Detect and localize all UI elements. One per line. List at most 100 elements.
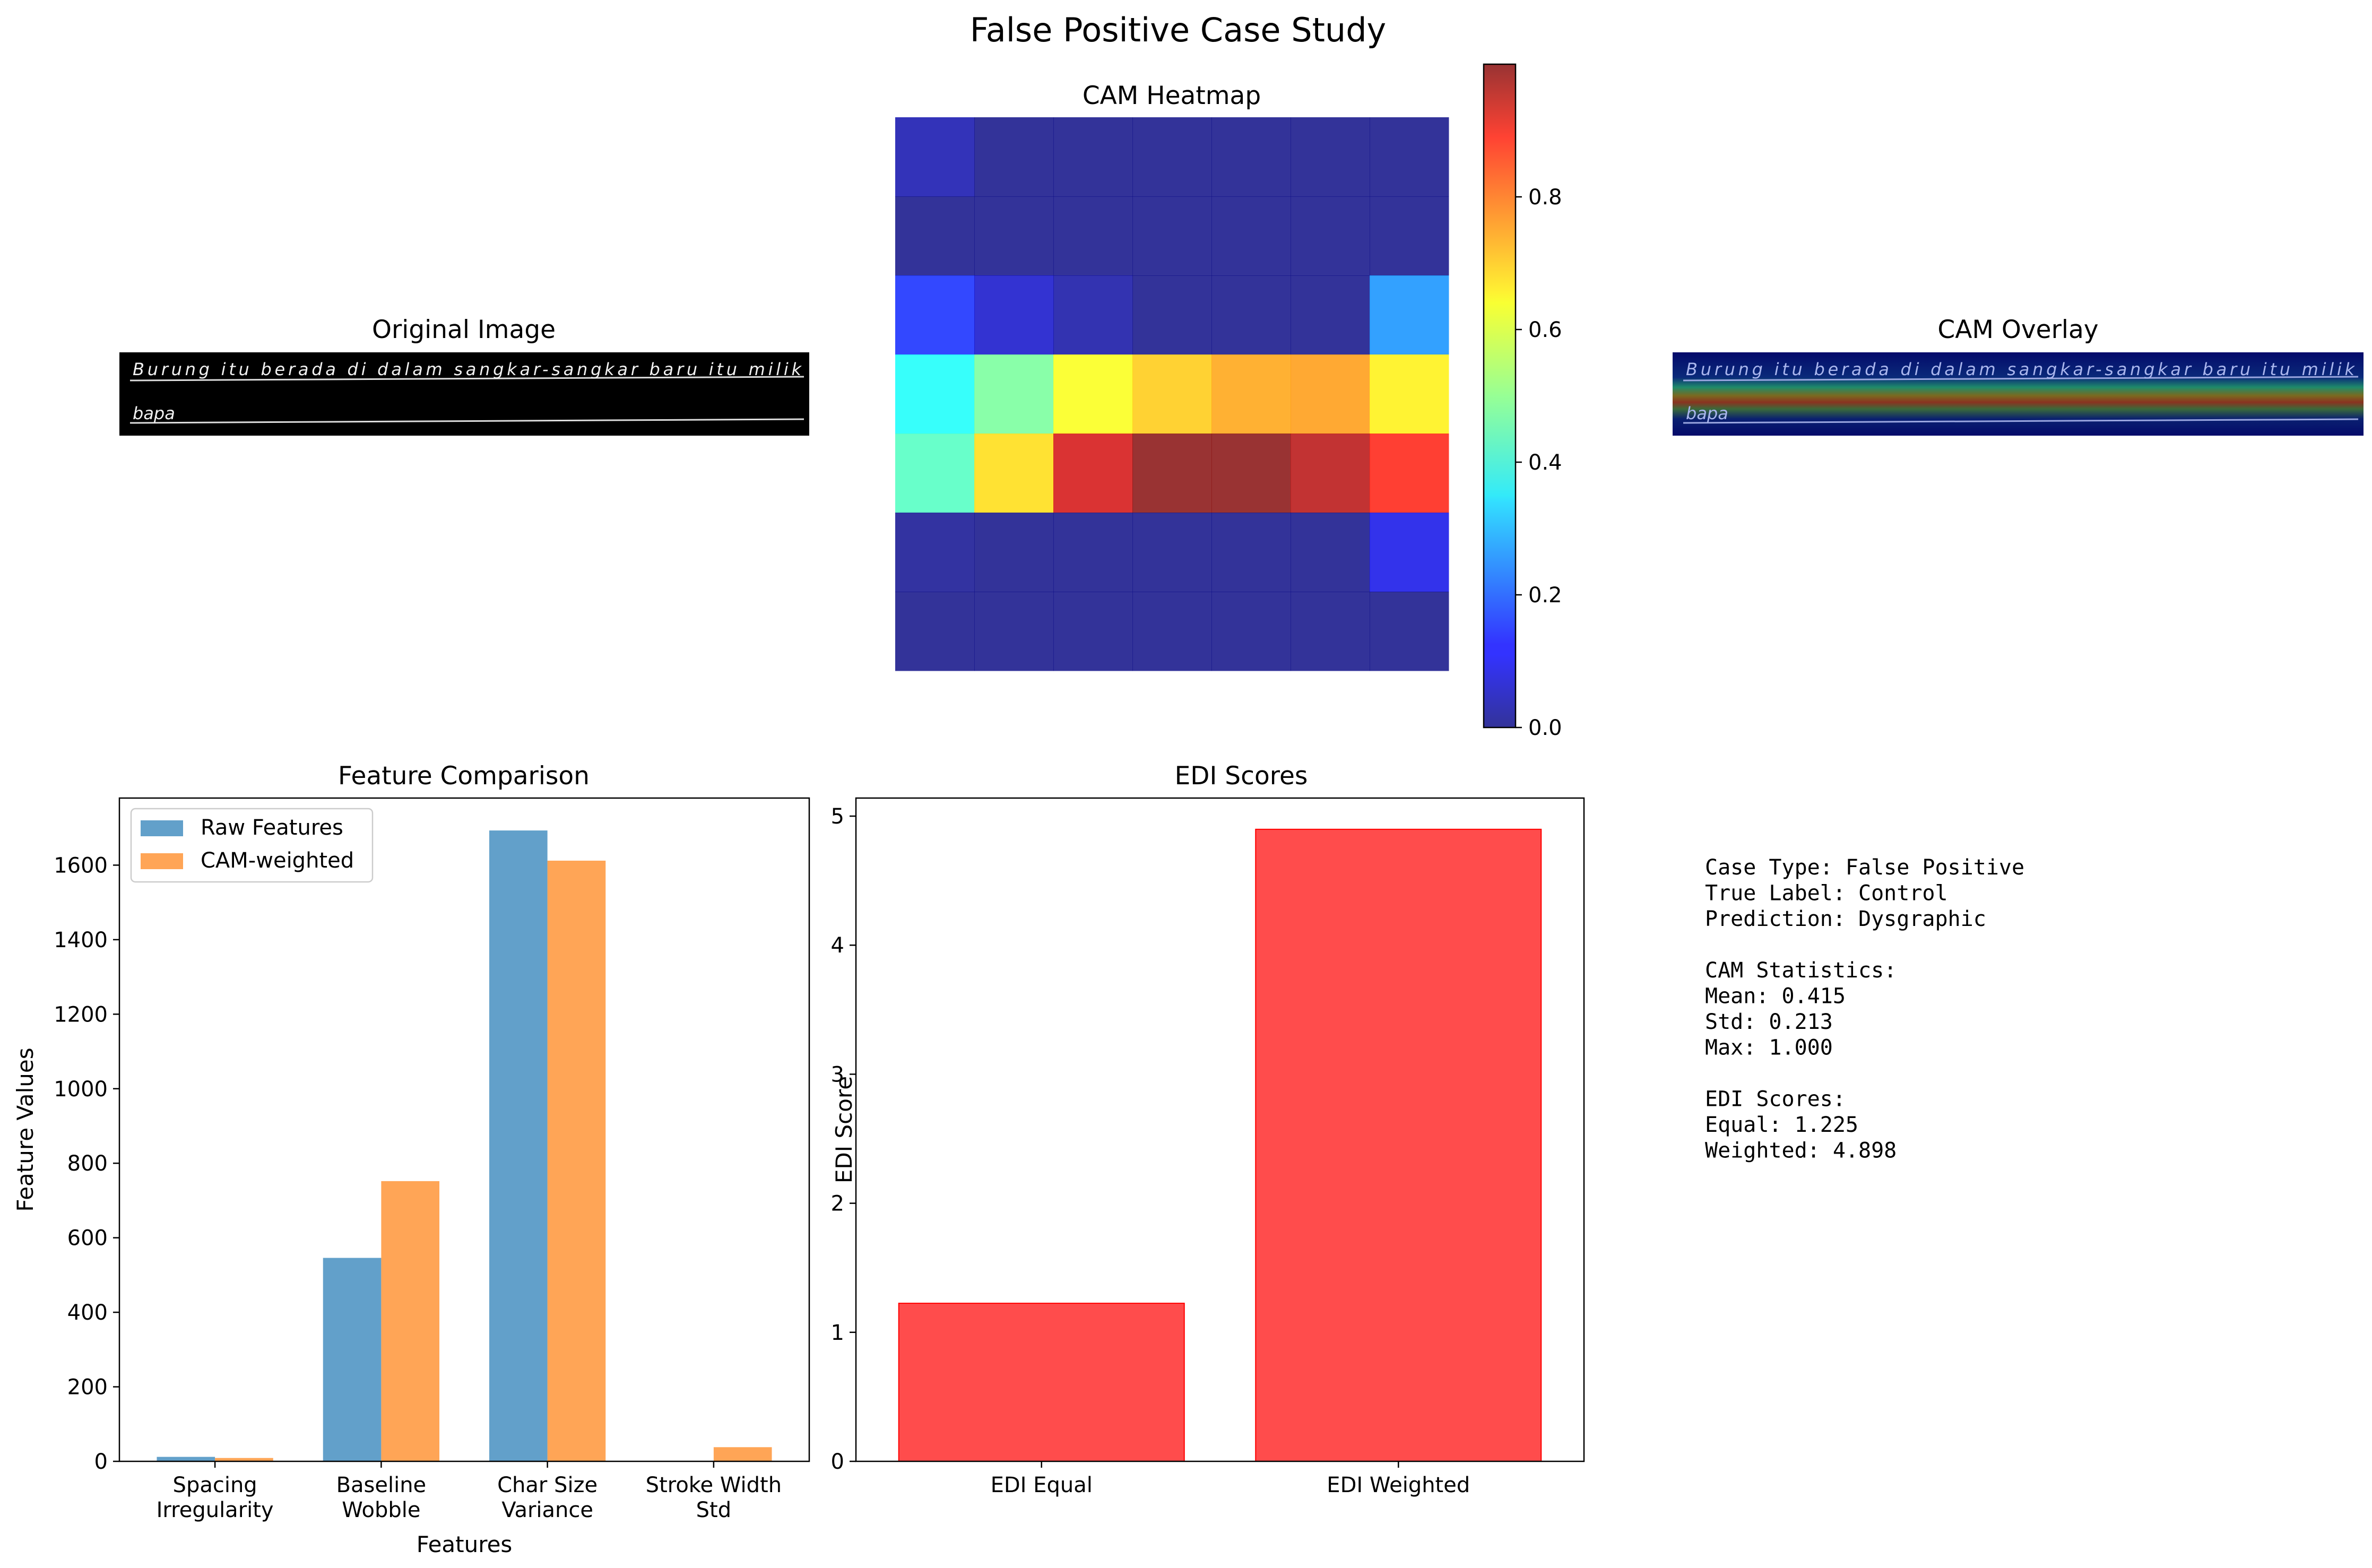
feature-x-tick-label: Irregularity: [157, 1498, 274, 1522]
heatmap-cell: [1132, 275, 1212, 355]
case-info-line: Mean: 0.415: [1705, 984, 1846, 1009]
overlay-baseline-2: [1683, 418, 2359, 424]
colorbar-tick-label: 0.2: [1528, 583, 1562, 608]
feature-y-axis-label: Feature Values: [12, 1047, 38, 1211]
heatmap-cell: [1053, 434, 1133, 513]
feature-legend: Raw Features CAM-weighted: [130, 808, 374, 883]
legend-label: Raw Features: [201, 816, 343, 840]
overlay-handwriting-line-2: bapa: [1686, 403, 1728, 423]
feature-y-tick-label: 1600: [54, 853, 108, 878]
edi-x-ticks: EDI Equal EDI Weighted: [991, 1461, 1470, 1497]
edi-y-tick-label: 0: [831, 1450, 844, 1474]
feature-x-tick-label: Std: [696, 1498, 731, 1522]
heatmap-cells: [895, 117, 1449, 671]
legend-label: CAM-weighted: [201, 848, 354, 873]
heatmap-cell: [1211, 434, 1291, 513]
edi-x-tick-label: EDI Equal: [991, 1473, 1093, 1497]
heatmap-cell: [1211, 117, 1291, 197]
colorbar-tick-label: 0.6: [1528, 318, 1562, 342]
figure-title: False Positive Case Study: [970, 11, 1387, 49]
feature-bar-raw: [323, 1258, 382, 1461]
feature-y-tick-label: 0: [94, 1450, 108, 1474]
heatmap-cell: [1211, 592, 1291, 671]
feature-y-tick-label: 1200: [54, 1002, 108, 1027]
heatmap-cell: [1132, 513, 1212, 592]
heatmap-cell: [1291, 196, 1370, 276]
heatmap-cell: [895, 513, 975, 592]
heatmap-cell: [1053, 354, 1133, 434]
feature-bars: [157, 830, 772, 1461]
edi-y-tick-label: 4: [831, 933, 844, 958]
handwriting-baseline-2: [129, 418, 804, 424]
legend-swatch: [141, 820, 183, 836]
colorbar-tick-label: 0.0: [1528, 716, 1562, 740]
heatmap-cell: [974, 196, 1054, 276]
feature-x-tick-label: Spacing: [173, 1473, 257, 1497]
edi-bars: [898, 828, 1542, 1462]
heatmap-cell: [974, 592, 1054, 671]
feature-x-tick-label: Variance: [501, 1498, 593, 1522]
edi-y-tick-label: 2: [831, 1192, 844, 1216]
edi-x-tick-label: EDI Weighted: [1327, 1473, 1470, 1497]
heatmap-cell: [1132, 117, 1212, 197]
feature-y-ticks: 0 200 400 600 800 1000 1200 1400 1600: [54, 853, 119, 1474]
case-info-line: True Label: Control: [1705, 881, 1948, 906]
edi-y-tick-label: 1: [831, 1321, 844, 1345]
heatmap-cell: [1370, 354, 1449, 434]
legend-swatch: [141, 853, 183, 869]
case-info-line: Weighted: 4.898: [1705, 1139, 1897, 1163]
heatmap-cell: [1132, 434, 1212, 513]
cam-overlay-panel: CAM Overlay Burung itu berada di dalam s…: [1673, 315, 2364, 436]
edi-bar: [1255, 828, 1542, 1462]
heatmap-cell: [1132, 354, 1212, 434]
feature-bar-raw: [489, 830, 548, 1461]
heatmap-cell: [1370, 592, 1449, 671]
case-info-line: Equal: 1.225: [1705, 1113, 1858, 1137]
heatmap-cell: [1053, 275, 1133, 355]
feature-y-tick-label: 1000: [54, 1077, 108, 1102]
case-info-line: CAM Statistics:: [1705, 958, 1897, 983]
heatmap-cell: [1053, 196, 1133, 276]
cam-overlay-title: CAM Overlay: [1937, 315, 2098, 344]
case-info-line: Case Type: False Positive: [1705, 855, 2024, 880]
heatmap-cell: [895, 354, 975, 434]
original-image-panel: Original Image Burung itu berada di dala…: [119, 315, 809, 436]
heatmap-cell: [1211, 354, 1291, 434]
colorbar-frame: [1483, 63, 1517, 729]
colorbar-tick-label: 0.4: [1528, 451, 1562, 475]
case-info-line: Std: 0.213: [1705, 1010, 1833, 1034]
feature-x-tick-label: Wobble: [342, 1498, 420, 1522]
feature-y-tick-label: 600: [67, 1226, 108, 1251]
feature-bar-cam-weighted: [713, 1447, 772, 1461]
overlay-baseline-1: [1683, 376, 2359, 382]
feature-y-tick-label: 400: [67, 1301, 108, 1325]
feature-bar-cam-weighted: [215, 1458, 273, 1461]
heatmap-cell: [895, 592, 975, 671]
heatmap-cell: [1291, 354, 1370, 434]
heatmap-cell: [1132, 592, 1212, 671]
heatmap-cell: [974, 275, 1054, 355]
feature-x-tick-label: Baseline: [336, 1473, 427, 1497]
heatmap-cell: [1291, 117, 1370, 197]
heatmap-cell: [1211, 513, 1291, 592]
heatmap-cell: [1291, 592, 1370, 671]
heatmap-cell: [1132, 196, 1212, 276]
edi-y-ticks: 0 1 2 3 4 5: [831, 804, 856, 1474]
heatmap-cell: [1370, 117, 1449, 197]
legend-frame: [130, 808, 374, 883]
feature-comparison-panel: Feature Comparison 0 200 400 600 800 1000 1200…: [12, 761, 810, 1557]
colorbar-ticks: 0.0 0.2 0.4 0.6 0.8: [1516, 185, 1562, 740]
case-info-line: Prediction: Dysgraphic: [1705, 907, 1986, 931]
heatmap-cell: [1370, 434, 1449, 513]
heatmap-cell: [1370, 275, 1449, 355]
edi-scores-title: EDI Scores: [1175, 761, 1308, 791]
heatmap-cell: [1053, 592, 1133, 671]
edi-bar: [898, 1303, 1185, 1462]
handwriting-baseline-1: [129, 376, 804, 382]
feature-x-axis-label: Features: [417, 1531, 513, 1557]
heatmap-cell: [895, 196, 975, 276]
handwriting-line-2: bapa: [133, 403, 175, 423]
